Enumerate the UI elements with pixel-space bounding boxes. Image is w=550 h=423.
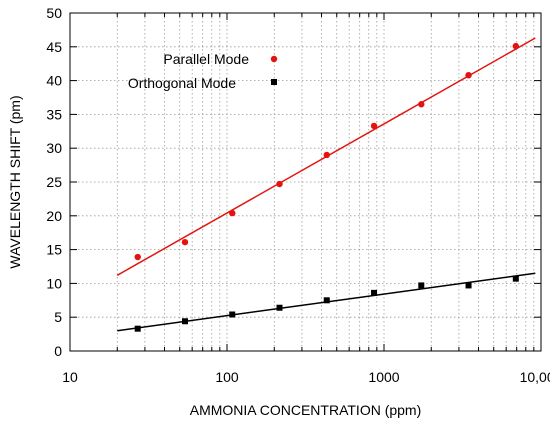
- data-point-parallel: [323, 151, 330, 159]
- legend: Parallel Mode Orthogonal Mode: [128, 51, 278, 91]
- x-tick-label: 1000: [368, 369, 399, 385]
- y-tick-label: 5: [54, 309, 62, 325]
- grid: [70, 13, 541, 351]
- y-tick-label: 30: [46, 140, 62, 156]
- data-point-orthogonal: [276, 304, 283, 311]
- data-point-parallel: [418, 101, 425, 108]
- data-point-parallel: [465, 71, 472, 79]
- data-point-orthogonal: [512, 275, 519, 282]
- x-tick-label: 10: [62, 369, 78, 385]
- data-point-orthogonal: [418, 282, 425, 289]
- data-point-orthogonal: [134, 325, 141, 332]
- data-point-parallel: [134, 253, 141, 261]
- y-tick-labels: 0 5 10 15 20 25 30 35 40 45 50: [46, 5, 62, 359]
- y-axis-title: WAVELENGTH SHIFT (pm): [7, 95, 23, 268]
- y-tick-label: 40: [46, 73, 62, 89]
- x-tick-labels: 10 100 1000 10,000: [62, 369, 550, 385]
- data-point-orthogonal: [465, 282, 472, 289]
- data-point-parallel: [181, 238, 189, 246]
- data-point-orthogonal: [323, 297, 330, 304]
- axis-ticks: [70, 12, 541, 352]
- y-tick-label: 20: [46, 208, 62, 224]
- data-point-orthogonal: [371, 289, 378, 296]
- y-tick-label: 15: [46, 242, 62, 258]
- y-tick-label: 0: [54, 343, 62, 359]
- legend-marker-parallel: [270, 55, 278, 63]
- legend-marker-orthogonal: [271, 79, 277, 85]
- y-tick-label: 45: [46, 39, 62, 55]
- data-point-parallel: [512, 42, 520, 50]
- data-point-orthogonal: [229, 311, 236, 318]
- y-tick-label: 10: [46, 275, 62, 291]
- x-axis-title: AMMONIA CONCENTRATION (ppm): [190, 402, 422, 418]
- legend-label-orthogonal: Orthogonal Mode: [128, 75, 236, 91]
- y-tick-label: 35: [46, 106, 62, 122]
- data-point-parallel: [370, 122, 378, 130]
- y-tick-label: 25: [46, 174, 62, 190]
- x-tick-label: 10,000: [520, 369, 550, 385]
- data-point-orthogonal: [181, 318, 188, 325]
- y-tick-label: 50: [46, 5, 62, 21]
- data-point-parallel: [276, 180, 283, 188]
- legend-label-parallel: Parallel Mode: [163, 51, 249, 67]
- data-points: [134, 42, 520, 332]
- data-point-parallel: [229, 209, 236, 217]
- x-tick-label: 100: [215, 369, 239, 385]
